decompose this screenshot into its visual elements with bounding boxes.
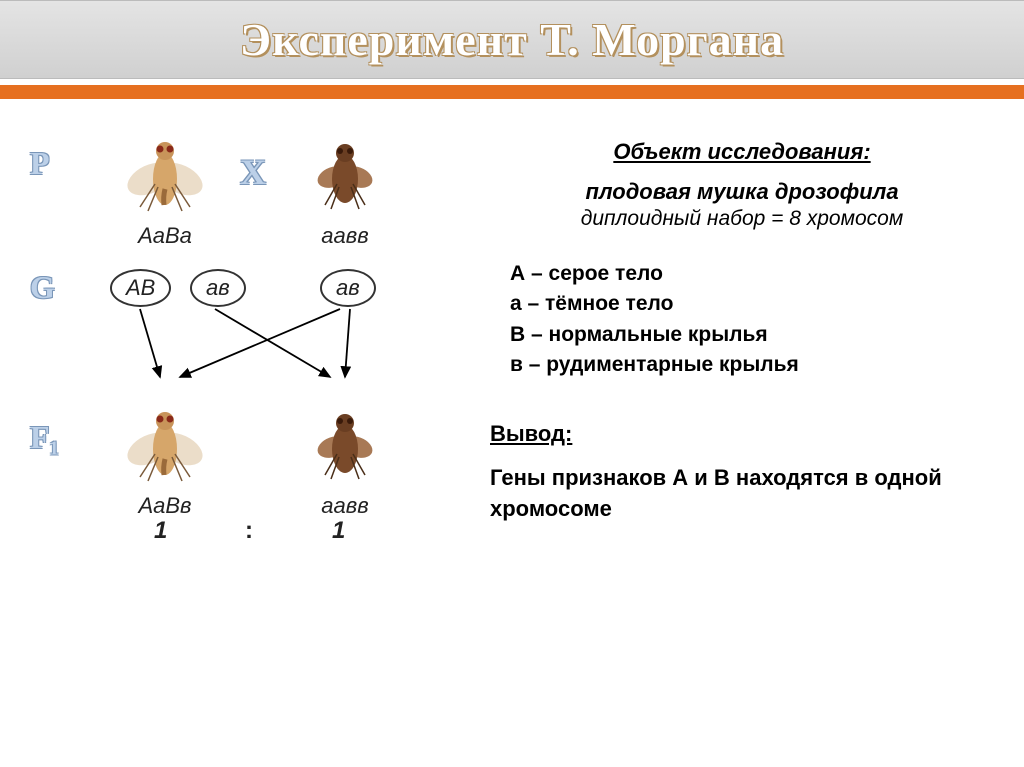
stage-p-label: P (30, 145, 50, 182)
parent-2-fly: аавв (305, 129, 385, 249)
title-bar: Эксперимент Т. Моргана (0, 0, 1024, 79)
fly-light-icon (120, 129, 210, 219)
diagram: P АаВа X (30, 129, 450, 579)
legend-A: А – серое тело (510, 259, 994, 289)
offspring-2-fly: аавв (305, 399, 385, 519)
cross-symbol: X (240, 151, 266, 193)
fly-dark-icon (305, 129, 385, 219)
stage-f1-label: F₁ (30, 419, 59, 456)
f1-row: F₁ АаВв (30, 399, 450, 579)
stage-g-label: G (30, 269, 55, 306)
conclusion-text: Гены признаков А и В находятся в одной х… (490, 463, 994, 525)
subject-sub: диплоидный набор = 8 хромосом (490, 207, 994, 231)
subject-main: плодовая мушка дрозофила (490, 179, 994, 205)
legend-b: в – рудиментарные крылья (510, 350, 994, 380)
legend-a: а – тёмное тело (510, 289, 994, 319)
accent-bar (0, 85, 1024, 99)
ratio-2: 1 (332, 517, 345, 545)
offspring-2-genotype: аавв (305, 493, 385, 519)
ratio-1: 1 (154, 517, 167, 545)
subject-heading: Объект исследования: (490, 139, 994, 165)
gamete-1: АВ (110, 269, 171, 307)
info-panel: Объект исследования: плодовая мушка дроз… (450, 129, 994, 579)
parents-row: P АаВа X (30, 129, 450, 269)
allele-legend: А – серое тело а – тёмное тело В – норма… (510, 259, 994, 381)
offspring-1-fly: АаВв (120, 399, 210, 519)
legend-B: В – нормальные крылья (510, 320, 994, 350)
gametes-row: G АВ ав ав (30, 269, 450, 399)
offspring-1-genotype: АаВв (120, 493, 210, 519)
gamete-2: ав (190, 269, 246, 307)
fly-light-icon (120, 399, 210, 489)
page-title: Эксперимент Т. Моргана (0, 13, 1024, 66)
ratio-colon: : (245, 517, 253, 545)
parent-2-genotype: аавв (305, 223, 385, 249)
parent-1-fly: АаВа (120, 129, 210, 249)
fly-dark-icon (305, 399, 385, 489)
conclusion-heading: Вывод: (490, 421, 994, 447)
header: Эксперимент Т. Моргана (0, 0, 1024, 99)
parent-1-genotype: АаВа (120, 223, 210, 249)
gamete-3: ав (320, 269, 376, 307)
content: P АаВа X (0, 99, 1024, 579)
